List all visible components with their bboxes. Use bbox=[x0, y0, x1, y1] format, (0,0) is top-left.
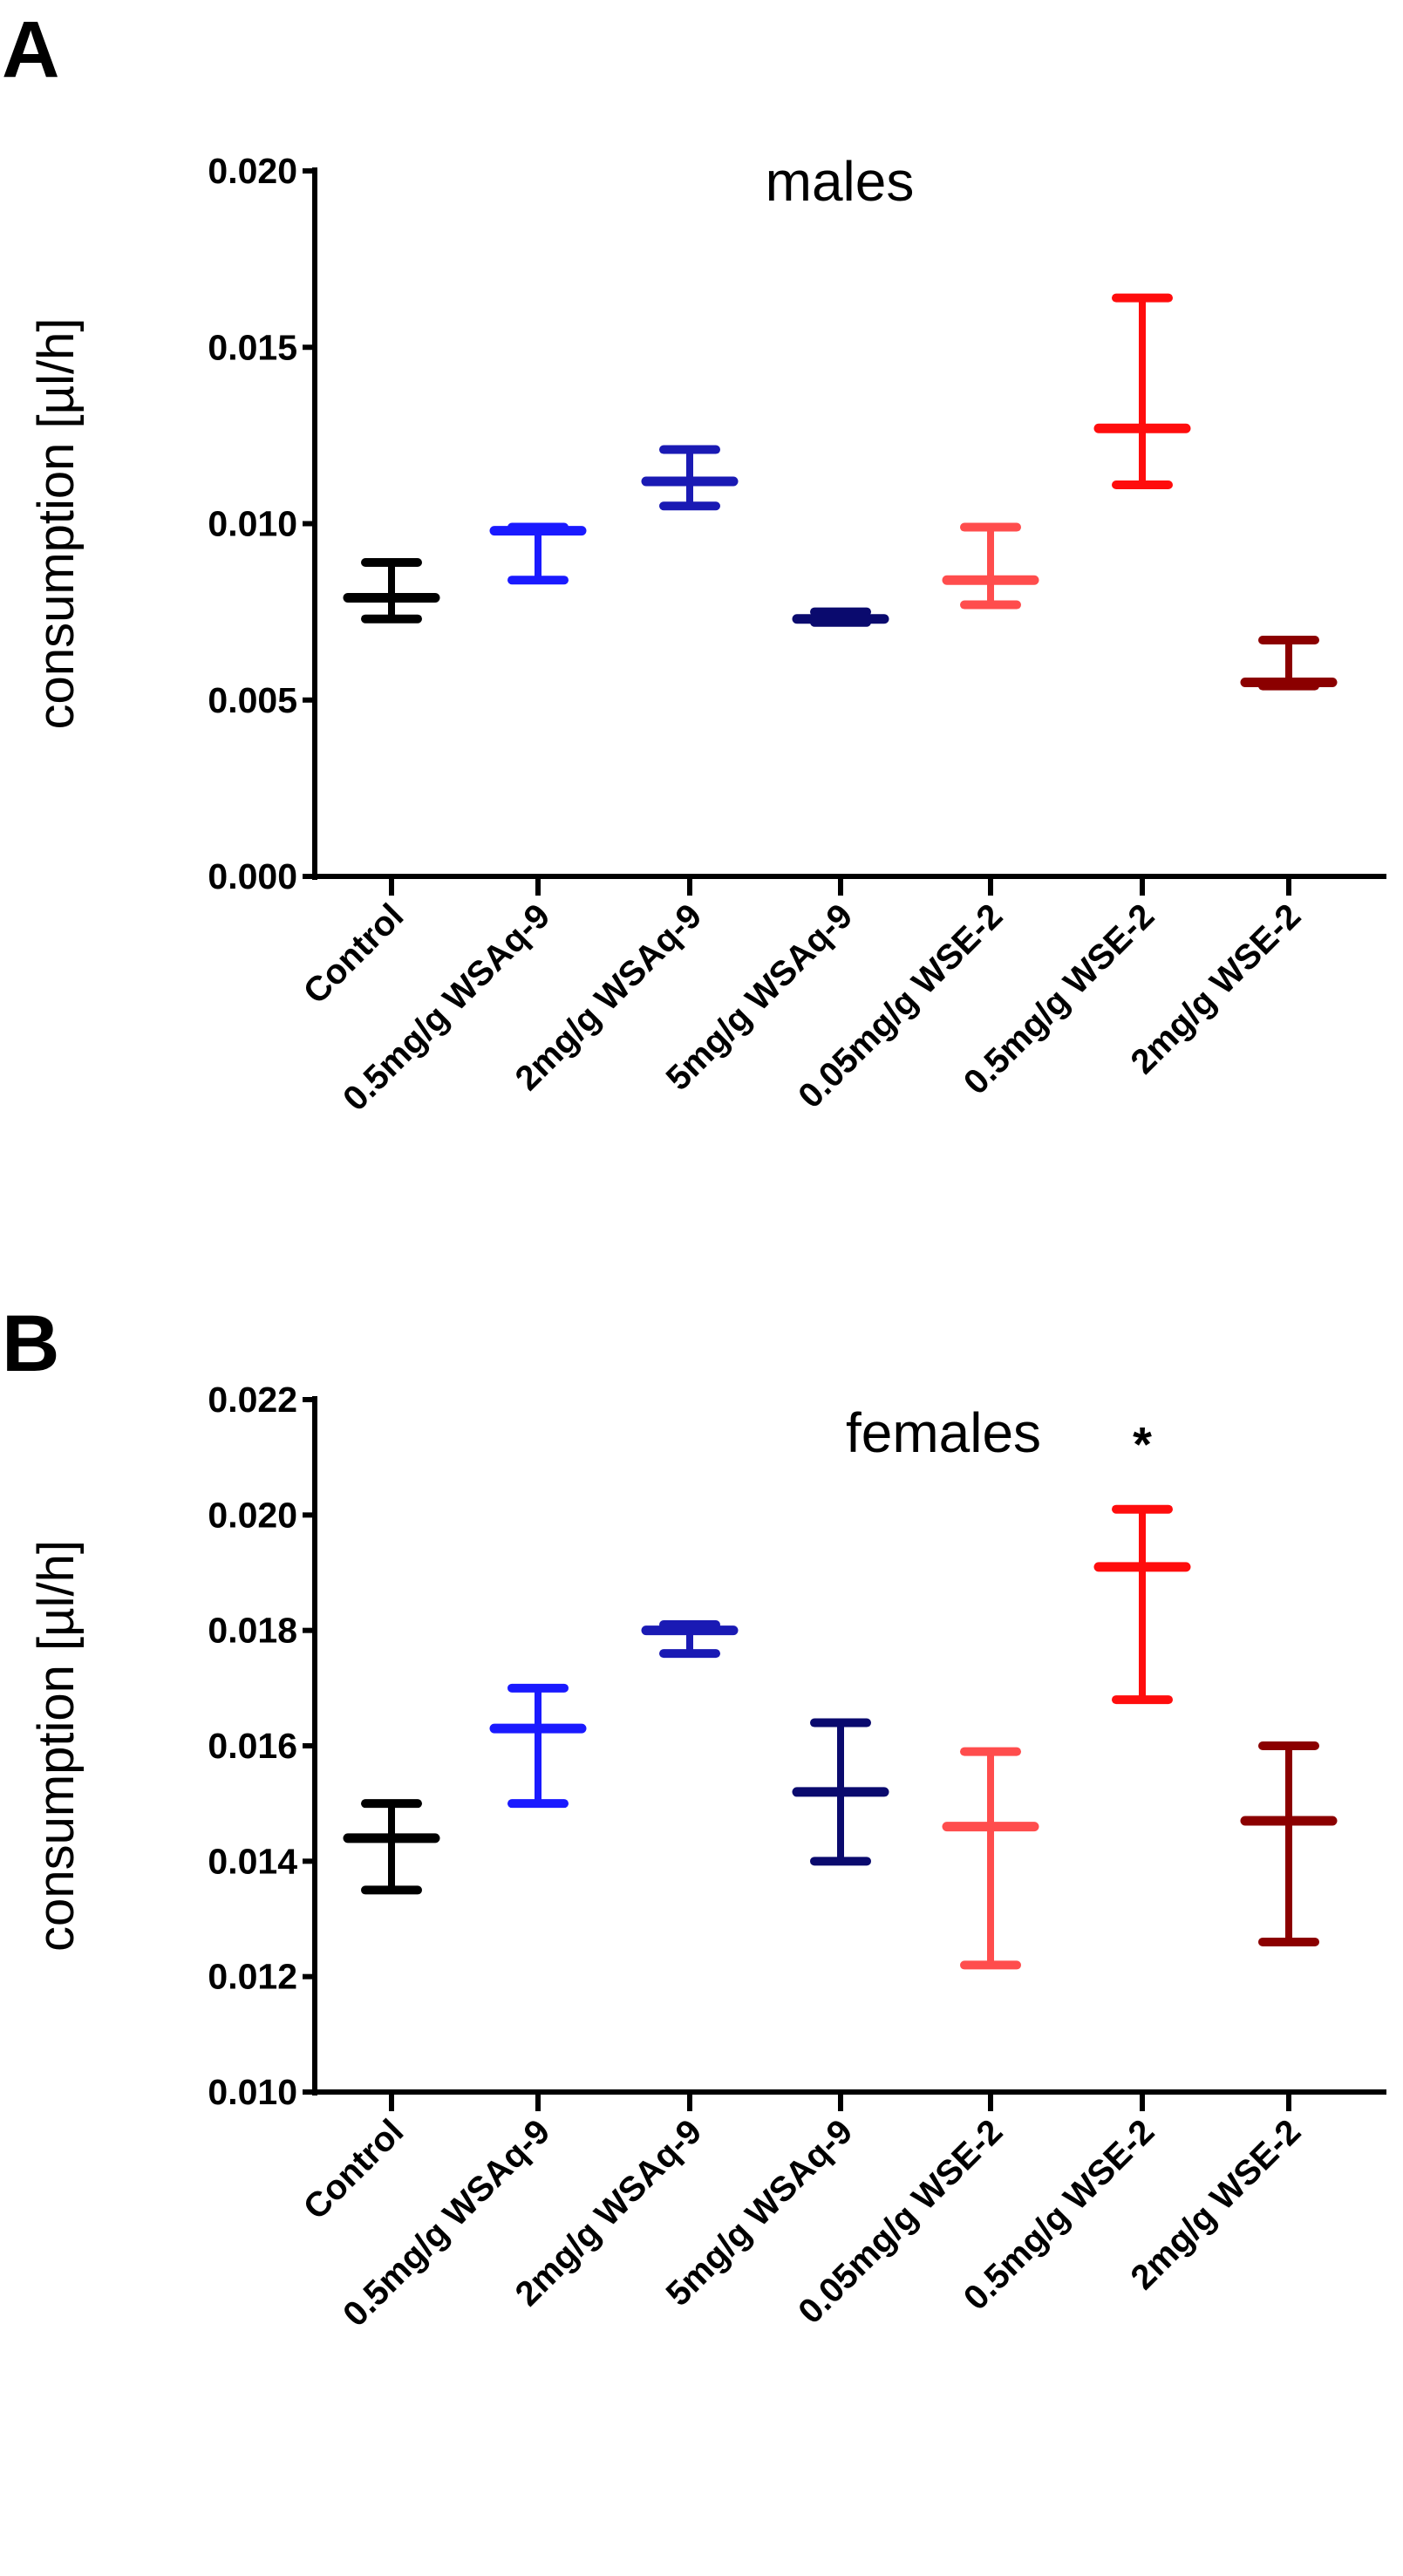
y-tick-label: 0.012 bbox=[208, 1957, 297, 1997]
y-tick-label: 0.000 bbox=[208, 856, 297, 896]
y-tick-label: 0.010 bbox=[208, 2072, 297, 2112]
errorbar-6 bbox=[1240, 1741, 1338, 1946]
errorbar-3 bbox=[792, 1718, 889, 1866]
y-axis-label: consumption [µl/h] bbox=[28, 1540, 85, 1952]
y-tick-label: 0.016 bbox=[208, 1726, 297, 1766]
y-axis-label: consumption [µl/h] bbox=[28, 318, 85, 730]
y-tick-label: 0.010 bbox=[208, 504, 297, 544]
y-tick-label: 0.020 bbox=[208, 1495, 297, 1535]
errorbar-2 bbox=[641, 1620, 739, 1659]
significance-marker: * bbox=[1133, 1417, 1152, 1472]
errorbar-1 bbox=[489, 522, 587, 585]
errorbar-2 bbox=[641, 445, 739, 511]
chart-title: males bbox=[766, 150, 915, 213]
errorbar-4 bbox=[942, 522, 1039, 610]
errorbar-4 bbox=[942, 1747, 1039, 1970]
y-tick-label: 0.022 bbox=[208, 1380, 297, 1420]
y-tick-label: 0.018 bbox=[208, 1611, 297, 1651]
y-tick-label: 0.005 bbox=[208, 680, 297, 720]
y-tick-label: 0.014 bbox=[208, 1841, 297, 1881]
errorbar-5 bbox=[1093, 1504, 1191, 1705]
errorbar-6 bbox=[1240, 635, 1338, 691]
y-tick-label: 0.020 bbox=[208, 151, 297, 191]
errorbar-0 bbox=[343, 1799, 440, 1895]
errorbar-0 bbox=[343, 557, 440, 624]
x-tick-label: Control bbox=[296, 2112, 412, 2227]
chart-title: females bbox=[846, 1401, 1041, 1464]
errorbar-3 bbox=[792, 607, 889, 627]
y-tick-label: 0.015 bbox=[208, 327, 297, 367]
x-tick-label: Control bbox=[296, 896, 412, 1012]
panel-label: B bbox=[2, 1299, 59, 1388]
errorbar-5 bbox=[1093, 293, 1191, 490]
errorbar-1 bbox=[489, 1683, 587, 1809]
panel-label: A bbox=[2, 5, 59, 94]
